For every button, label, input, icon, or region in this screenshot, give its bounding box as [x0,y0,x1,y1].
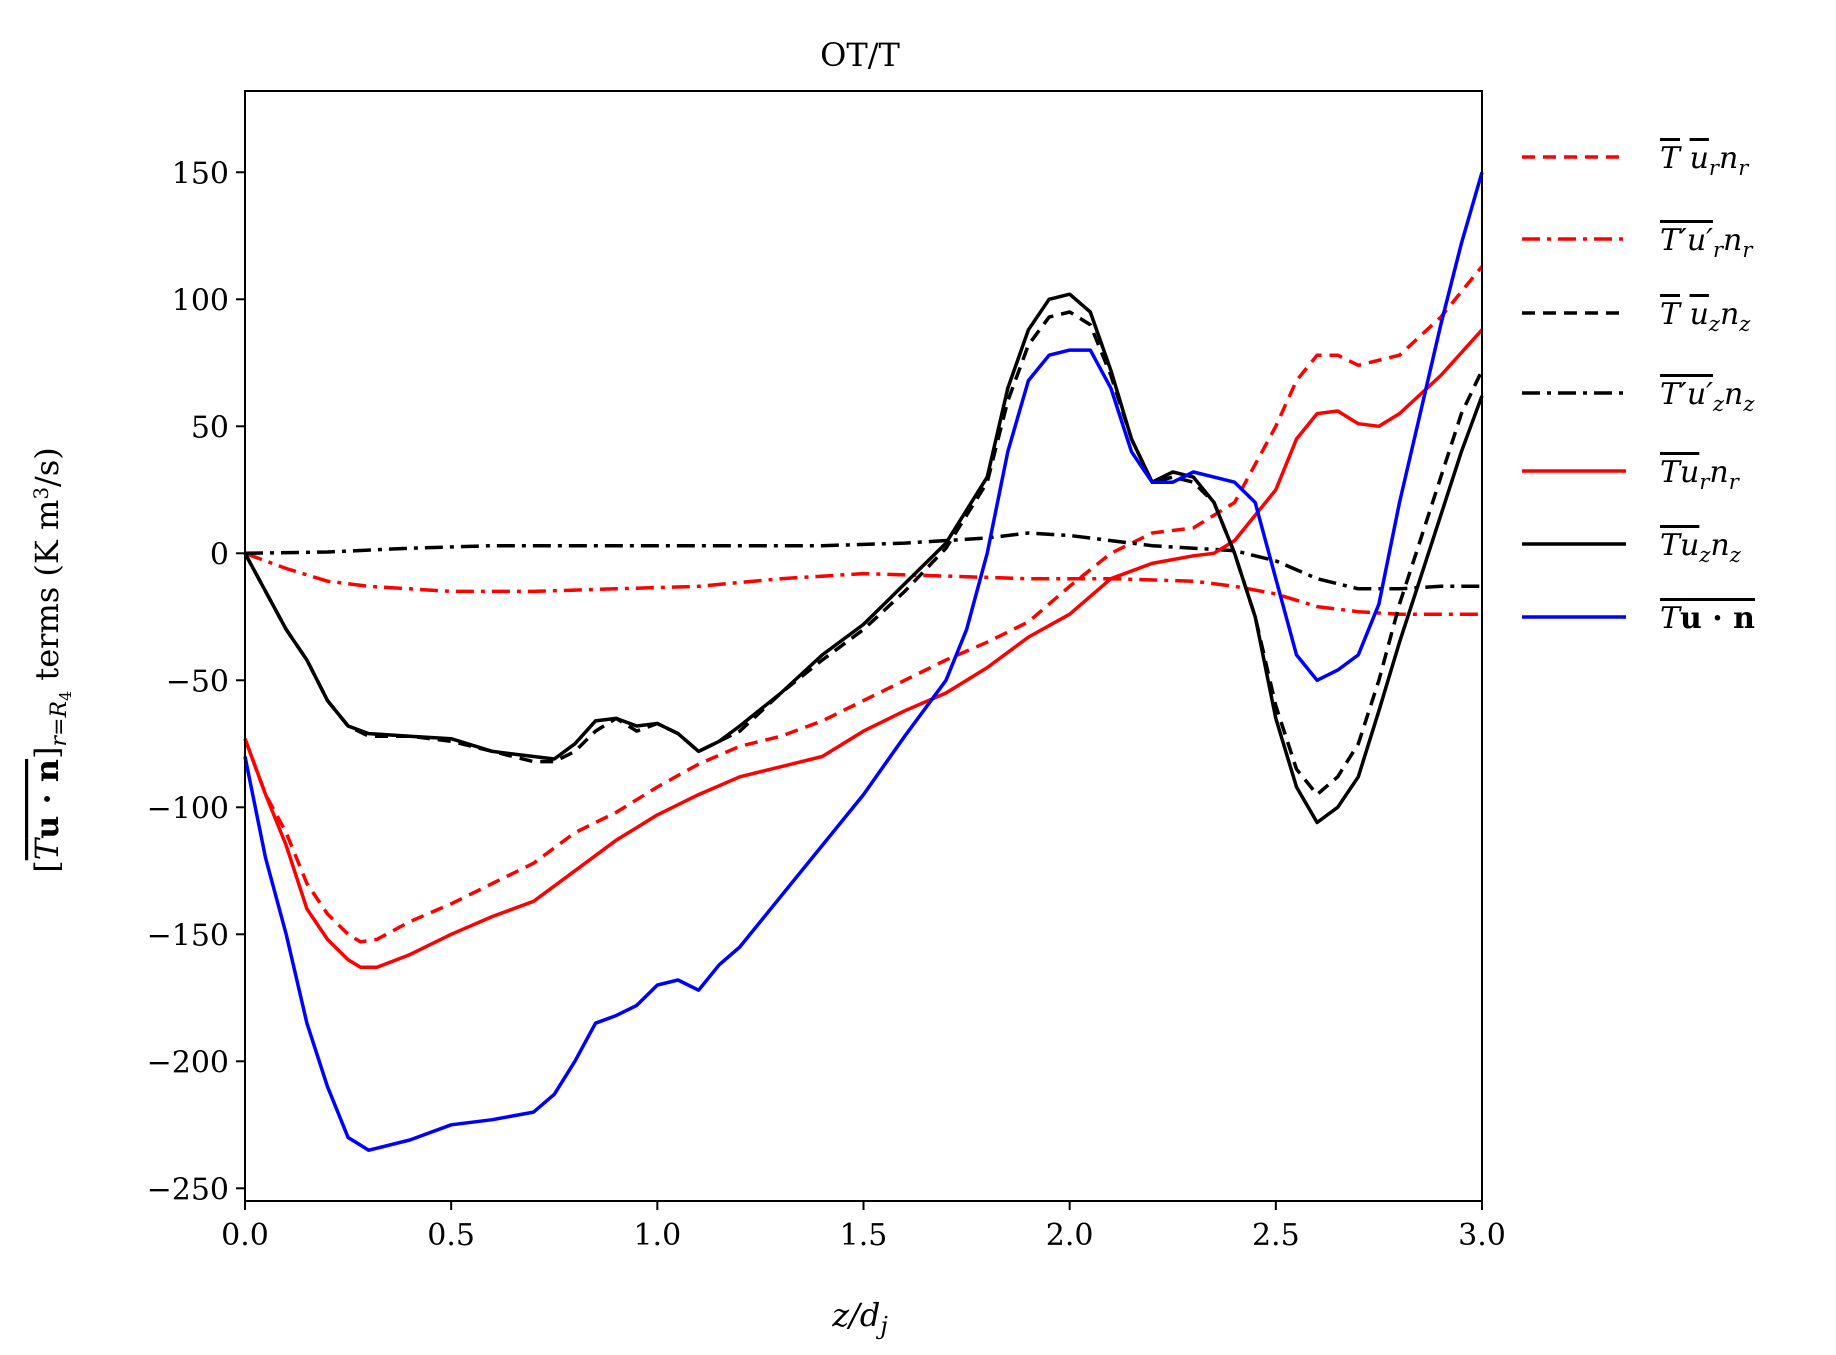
plot-lines [243,171,1484,1152]
legend-label-6: Tuznz [1660,528,1742,567]
series-line-4 [244,531,1482,591]
x-tick-label: 0.0 [221,1218,269,1253]
y-tick-label: 100 [172,283,229,318]
chart-title: OT/T [820,36,900,74]
x-tick-label: 2.0 [1046,1218,1094,1253]
legend-label-7: Tu · n [1660,601,1755,636]
x-tick-label: 2.5 [1252,1218,1300,1253]
tick-labels: 0.0 0.5 1.0 1.5 2.0 2.5 3.0 150 100 50 0 −50 −100 −15… [147,156,1506,1253]
legend-label-3: T uznz [1660,297,1751,336]
y-tick-label: −50 [166,664,229,699]
y-tick-label: 0 [210,537,229,572]
legend-label-1: T urnr [1660,141,1750,180]
tick-marks [236,171,1483,1210]
y-tick-label: −250 [147,1172,229,1207]
series-line-2 [244,551,1482,616]
y-tick-label: −200 [147,1045,229,1080]
y-tick-label: −150 [147,918,229,953]
plot-frame [244,90,1483,1202]
x-tick-label: 0.5 [427,1218,475,1253]
legend-label-4: T′u′znz [1660,377,1755,416]
series-line-7 [243,171,1484,1152]
x-tick-label: 1.5 [840,1218,888,1253]
y-tick-label: 50 [191,410,229,445]
y-tick-label: −100 [147,791,229,826]
x-axis-label: z/dj [831,1296,888,1340]
legend-label-2: T′u′rnr [1660,223,1754,262]
x-tick-label: 1.0 [633,1218,681,1253]
legend-label-5: Turnr [1660,455,1741,494]
series-line-6 [243,292,1484,825]
y-tick-label: 150 [172,156,229,191]
x-tick-label: 3.0 [1458,1218,1506,1253]
legend: T urnr T′u′rnr T uznz T′u′znz Turnr Tuzn… [1522,141,1755,636]
series-line-5 [243,328,1484,970]
series-line-1 [243,265,1484,944]
